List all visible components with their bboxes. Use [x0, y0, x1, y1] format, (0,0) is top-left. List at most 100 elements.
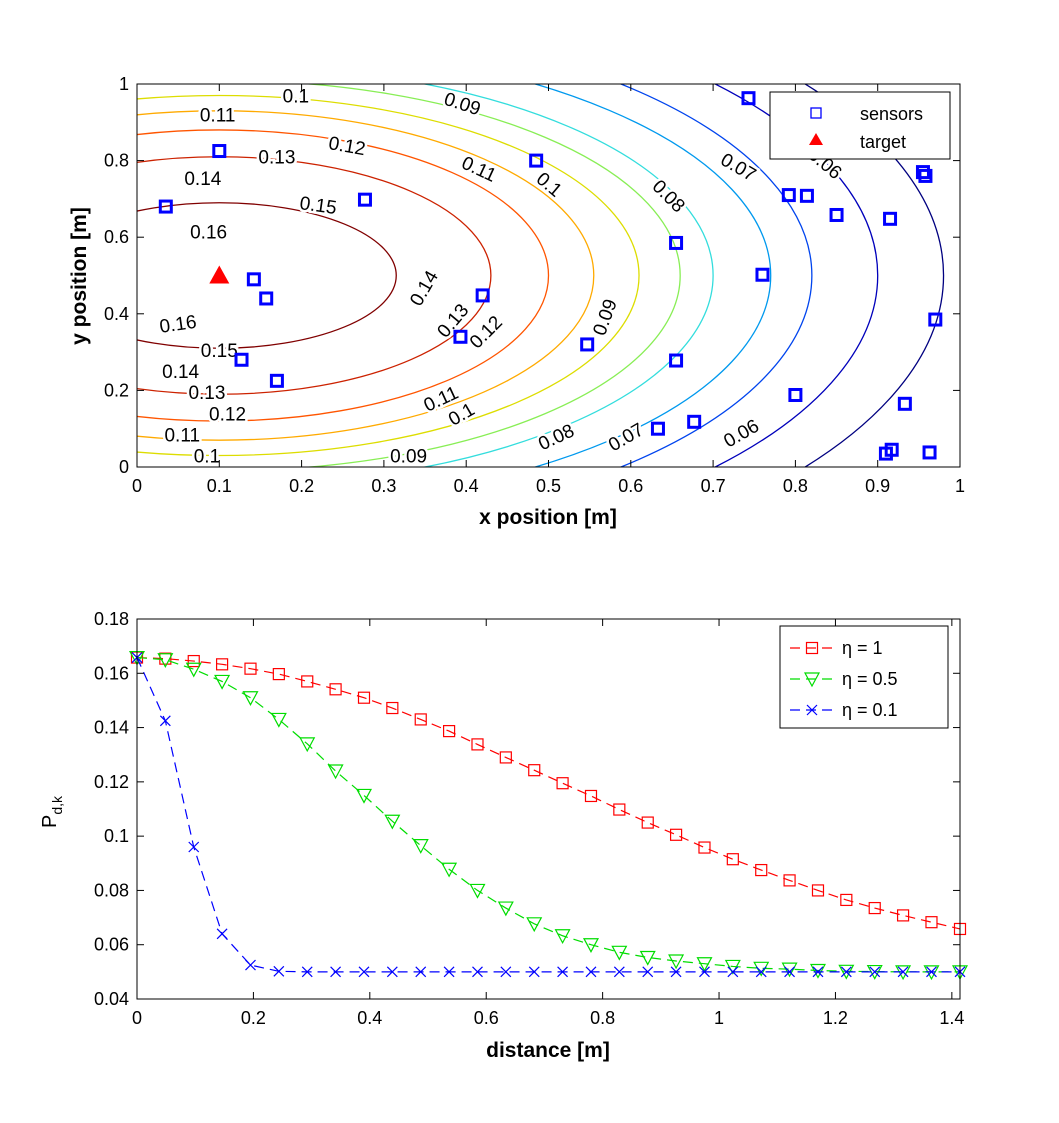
y-tick-label: 0.8 — [104, 151, 129, 171]
bottom-x-axis-label: distance [m] — [486, 1039, 610, 1062]
legend-label: η = 1 — [842, 638, 883, 658]
point-triangle — [270, 712, 287, 728]
x-tick-label: 0.1 — [207, 476, 232, 496]
point-triangle — [554, 929, 571, 945]
point-triangle — [809, 963, 826, 979]
bottom-legend: η = 1 η = 0.5 η = 0.1 — [779, 625, 949, 729]
point-square — [528, 764, 541, 777]
contour-label: 0.1 — [194, 446, 220, 467]
point-square — [669, 828, 683, 841]
point-x — [840, 966, 852, 978]
series-line — [136, 656, 961, 930]
point-square — [301, 675, 314, 688]
sensor-marker — [650, 421, 665, 436]
contour-label: 0.06 — [720, 416, 763, 453]
contour-label: 0.15 — [298, 193, 338, 219]
point-square — [868, 901, 881, 915]
point-triangle — [384, 814, 401, 830]
point-triangle — [299, 737, 316, 753]
x-tick-label: 1 — [955, 476, 965, 496]
sensor-marker — [928, 312, 943, 327]
point-square — [840, 893, 853, 907]
x-tick-label: 0.3 — [371, 476, 396, 496]
point-square — [726, 853, 739, 866]
point-square — [556, 777, 569, 790]
y-tick-label: 0 — [119, 457, 129, 477]
point-x — [585, 966, 597, 978]
point-x — [869, 966, 881, 978]
point-square — [414, 713, 427, 726]
legend-label: η = 0.5 — [842, 669, 898, 689]
top-x-axis-label: x position [m] — [479, 506, 617, 529]
y-tick-label: 0.08 — [94, 880, 129, 900]
sensor-marker — [884, 442, 899, 457]
point-x — [755, 966, 767, 978]
sensor-marker — [922, 445, 937, 460]
contour-label: 0.13 — [188, 383, 225, 404]
y-tick-label: 0.2 — [104, 380, 129, 400]
point-triangle — [214, 674, 231, 690]
point-square — [244, 662, 257, 675]
point-x — [443, 966, 455, 978]
point-triangle — [441, 862, 458, 878]
contour-label: 0.09 — [390, 446, 427, 467]
y-tick-label: 0.06 — [94, 935, 129, 955]
point-x — [670, 966, 682, 978]
target-triangle — [209, 265, 230, 284]
point-x — [273, 965, 285, 977]
point-triangle — [781, 962, 798, 978]
line-series — [128, 650, 969, 981]
x-tick-label: 0.5 — [536, 476, 561, 496]
contour-0.11 — [301, 84, 681, 467]
sensor-marker — [687, 414, 702, 429]
sensor-marker — [475, 288, 490, 303]
y-tick-label: 1 — [119, 74, 129, 94]
point-x — [727, 966, 739, 978]
contour-label: 0.11 — [164, 425, 200, 446]
point-triangle — [582, 938, 599, 953]
legend-entry: η = 0.1 — [790, 700, 898, 720]
point-triangle — [355, 788, 372, 804]
series-x — [131, 652, 966, 978]
point-x — [699, 966, 710, 978]
point-triangle — [526, 917, 543, 933]
line-chart: 0 0.2 0.4 0.6 0.8 1 1.2 1.4 0.04 0.06 0.08 0.1 0.12… — [39, 609, 969, 1062]
svg-text:Pd,k: Pd,k — [39, 795, 65, 828]
y-tick-label: 0.18 — [94, 609, 129, 629]
sensor-marker — [259, 291, 274, 306]
contour-label: 0.16 — [190, 222, 227, 243]
sensor-marker — [669, 235, 684, 250]
point-square — [811, 884, 825, 897]
point-x — [897, 966, 909, 978]
sensor-marker — [799, 188, 814, 203]
contour-label: 0.1 — [532, 169, 566, 202]
point-square — [584, 789, 598, 803]
target-marker — [209, 265, 230, 284]
point-square — [896, 909, 910, 922]
contour-label: 0.07 — [605, 420, 648, 457]
x-tick-label: 1.2 — [823, 1008, 848, 1028]
sensor-marker — [246, 272, 261, 287]
series-square — [130, 651, 967, 936]
sensor-marker — [580, 337, 595, 352]
sensor-marker — [918, 168, 933, 183]
y-tick-label: 0.16 — [94, 663, 129, 683]
x-tick-label: 1 — [714, 1008, 724, 1028]
point-triangle — [327, 764, 344, 780]
sensor-marker — [755, 267, 770, 282]
legend-sensor-marker — [810, 107, 822, 119]
point-x — [415, 966, 427, 978]
sensor-marker — [357, 192, 372, 207]
point-x — [472, 966, 483, 978]
point-square — [698, 841, 711, 854]
x-tick-label: 0.8 — [590, 1008, 615, 1028]
x-tick-label: 0.6 — [618, 476, 643, 496]
contour-label: 0.14 — [184, 169, 221, 190]
x-tick-label: 0.6 — [474, 1008, 499, 1028]
contour-label: 0.15 — [201, 341, 238, 362]
point-x — [806, 704, 818, 716]
contour-label: 0.11 — [200, 106, 236, 127]
point-triangle — [497, 901, 514, 917]
point-square — [386, 701, 399, 715]
point-triangle — [242, 691, 259, 706]
